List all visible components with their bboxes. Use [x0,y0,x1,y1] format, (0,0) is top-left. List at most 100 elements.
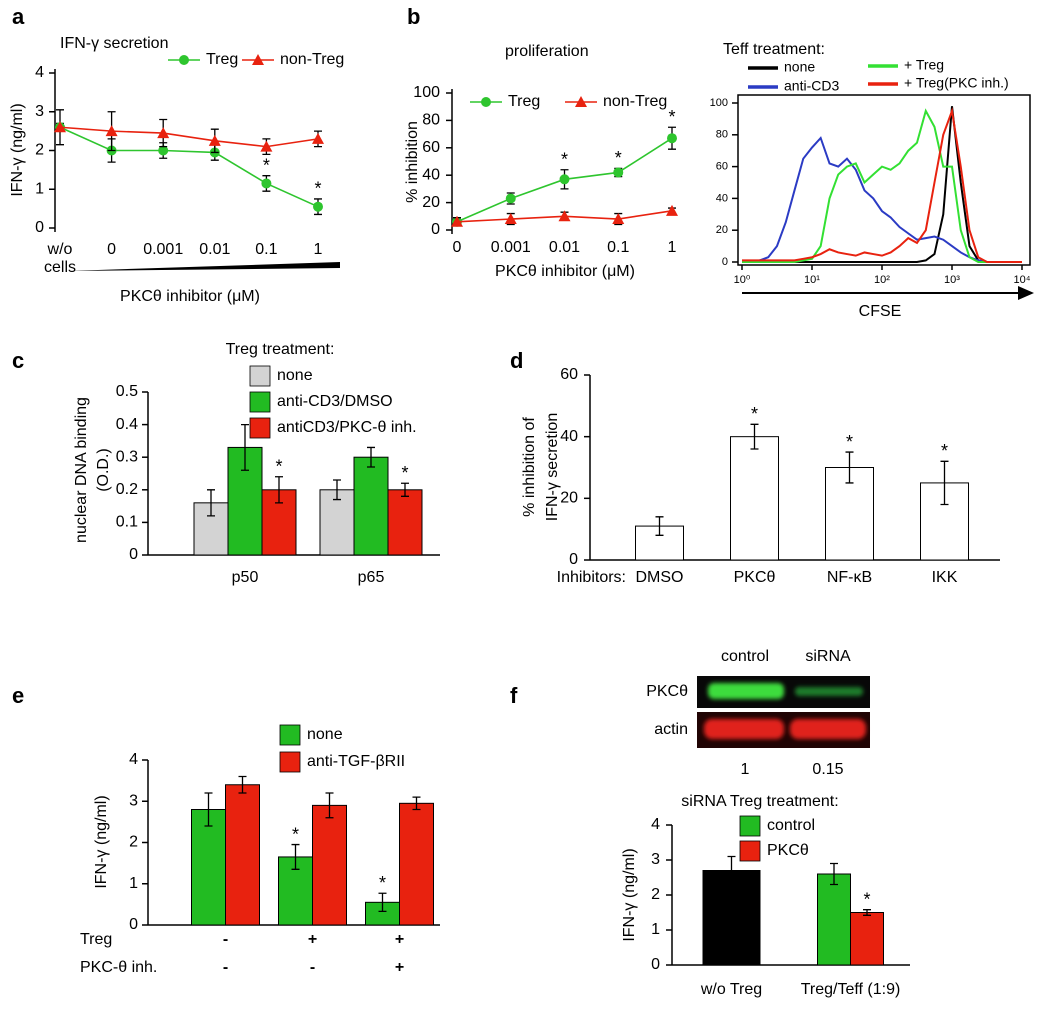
point [505,193,516,204]
legend-swatch [249,391,271,413]
significance-star: * [668,107,675,127]
y-tick-label: 40 [422,166,440,183]
y-tick-label: 1 [35,180,44,197]
y-tick-label: 0.2 [116,481,138,498]
y-tick-label: 0 [651,956,660,973]
legend-label: Treg [206,51,238,68]
y-tick-label: 0.4 [116,416,138,433]
point [667,133,677,144]
x-tick-label: 10¹ [804,274,820,286]
x-tick-label: 1 [313,241,323,258]
point [558,210,571,222]
x-tick-label: 0.001 [490,239,531,256]
point [559,174,570,185]
error-bar [940,460,949,506]
concentration-wedge [68,262,340,271]
y-tick-label: 4 [651,816,660,833]
y-tick-label: 20 [716,224,728,236]
chart-title: IFN-γ secretion [60,35,168,52]
significance-star: * [561,149,568,169]
series-line [59,126,319,208]
blot-row-label: actin [654,721,688,738]
significance-star: * [401,463,408,483]
error-bar [830,862,838,886]
point [451,215,463,227]
y-tick-label: 0.1 [116,514,138,531]
y-axis-label: IFN-γ secretion [544,413,561,521]
x-axis-label: PKCθ inhibitor (μM) [120,288,260,305]
error-bar [727,855,736,886]
panel-letter: e [12,683,24,708]
y-tick-label: 60 [716,161,728,173]
point [252,54,264,65]
y-tick-label: 1 [129,875,138,892]
blot-column-label: control [721,648,769,665]
significance-star: * [751,404,758,424]
legend-swatch [739,815,761,837]
error-bar [238,775,247,794]
x-tick-label: w/o cells [43,241,76,276]
significance-star: * [941,441,948,461]
x-axis-label: Inhibitors: [557,569,626,586]
y-tick-label: 4 [129,751,138,768]
x-tick-label-box: 0.01 [549,239,580,256]
y-tick-label: 2 [35,142,44,159]
point [313,201,323,212]
y-tick-label: 0 [129,916,138,933]
series-line [742,106,1022,263]
western-blot [697,676,870,748]
point [105,125,118,137]
legend-label: anti-CD3 [784,78,839,94]
x-tick-label: 0.1 [255,241,278,258]
chart-title: proliferation [505,43,589,60]
condition-value: + [308,931,317,948]
y-tick-label: 40 [560,428,578,445]
y-axis-label: % inhibition of [521,417,538,517]
point [54,121,66,133]
error-bar [401,482,409,497]
y-tick-label: 0.5 [116,383,138,400]
point [312,132,324,144]
legend-label: control [767,817,815,834]
x-tick-label: p65 [358,569,385,586]
error-bar [863,909,871,916]
bar [353,456,389,556]
x-tick-label: 0.001 [143,241,184,258]
bar [225,784,260,926]
error-bar [750,423,759,450]
bar [399,802,434,926]
y-axis-label: % inhibition [404,121,421,203]
significance-star: * [379,873,386,893]
bar [817,873,851,966]
y-tick-label: 0 [431,221,440,238]
panel-letter: b [407,4,420,29]
error-bar [378,892,387,913]
x-axis-label: CFSE [859,303,902,320]
series-line [742,106,1022,263]
point [504,213,517,225]
point [261,178,272,189]
panel-letter: c [12,348,24,373]
legend-label: + Treg [904,57,944,73]
condition-value: + [395,959,404,976]
legend-swatch [279,724,301,746]
x-tick-label: DMSO [636,569,684,586]
bar [730,436,779,561]
x-tick-label: Treg/Teff (1:9) [801,981,901,998]
significance-star: * [615,148,622,168]
legend-swatch [739,840,761,862]
cfse-arrowhead [1018,286,1034,300]
blot-row-label: PKCθ [646,683,688,700]
y-tick-label: 0.3 [116,448,138,465]
point [260,140,273,152]
x-tick-label: 1 [667,239,677,256]
legend-label: none [277,367,313,384]
significance-star: * [263,155,270,175]
x-tick-label-box: 0.1 [255,241,278,258]
error-bar [325,792,334,819]
legend-label: Treg [508,93,540,110]
legend-label: non-Treg [280,51,344,68]
blot-band [708,683,784,699]
